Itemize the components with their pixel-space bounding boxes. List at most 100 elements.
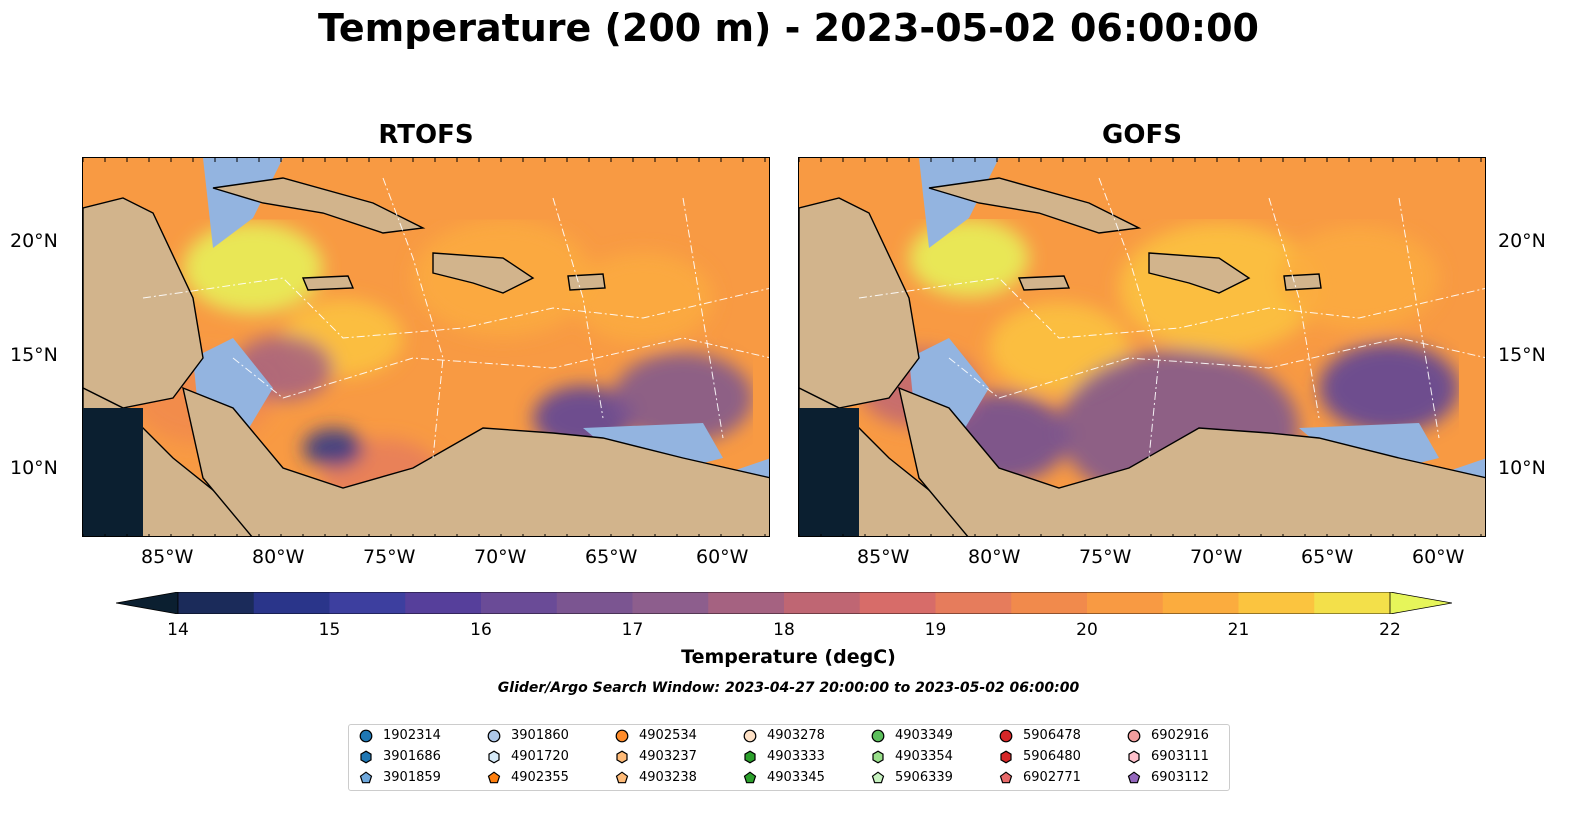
lon-tick-left-4: 65°W [585, 546, 638, 568]
pentagon-marker-icon [487, 771, 501, 784]
rtofs-map [82, 157, 770, 537]
colorbar-segment [784, 592, 861, 614]
colorbar-segment [1238, 592, 1315, 614]
legend-label: 4903349 [895, 728, 953, 743]
panel-title-gofs: GOFS [1102, 120, 1182, 150]
legend-label: 4901720 [511, 749, 569, 764]
pentagon-marker-icon [615, 771, 629, 784]
legend-label: 3901859 [383, 770, 441, 785]
lon-tick-left-0: 85°W [141, 546, 194, 568]
lon-tick-right-0: 85°W [857, 546, 910, 568]
pentagon-marker-icon [871, 771, 885, 784]
panel-title-rtofs: RTOFS [378, 120, 474, 150]
search-window-note: Glider/Argo Search Window: 2023-04-27 20… [497, 680, 1080, 696]
colorbar-segment [405, 592, 482, 614]
colorbar-tick-16: 16 [470, 620, 492, 640]
circle-marker-icon [999, 729, 1013, 743]
land-mass-4 [432, 252, 535, 294]
colorbar-tick-21: 21 [1227, 620, 1250, 640]
colorbar-segment [935, 592, 1012, 614]
lon-tick-left-2: 75°W [363, 546, 416, 568]
pentagon-marker-icon [743, 771, 757, 784]
legend-label: 1902314 [383, 728, 441, 743]
legend-label: 4903278 [767, 728, 825, 743]
lat-tick-left-1: 15°N [10, 344, 58, 366]
lat-tick-right-1: 15°N [1498, 344, 1546, 366]
circle-marker-icon [615, 729, 629, 743]
pentagon-marker-icon [1127, 771, 1141, 784]
lon-tick-right-1: 80°W [968, 546, 1021, 568]
colorbar-segment [253, 592, 330, 614]
hexagon-marker-icon [360, 750, 372, 764]
legend-label: 3901686 [383, 749, 441, 764]
legend-label: 3901860 [511, 728, 569, 743]
figure-title: Temperature (200 m) - 2023-05-02 06:00:0… [317, 6, 1259, 50]
legend-label: 6902771 [1023, 770, 1081, 785]
gofs-map [798, 157, 1486, 537]
lon-tick-right-2: 75°W [1079, 546, 1132, 568]
land-mass-2 [182, 386, 769, 536]
hexagon-marker-icon [1128, 750, 1140, 764]
hexagon-marker-icon [872, 750, 884, 764]
land-mass-3 [212, 177, 426, 234]
legend-label: 4903354 [895, 749, 953, 764]
land-mass-6 [567, 273, 606, 291]
colorbar-segment [1087, 592, 1164, 614]
legend-label: 6903111 [1151, 749, 1209, 764]
colorbar-segment [859, 592, 936, 614]
colorbar-tick-20: 20 [1076, 620, 1098, 640]
land-mass-4 [1148, 252, 1251, 294]
circle-marker-icon [487, 729, 501, 743]
land-mass-5 [1017, 275, 1071, 291]
colorbar-segment [1314, 592, 1391, 614]
colorbar-segment [708, 592, 785, 614]
colorbar-tick-19: 19 [924, 620, 947, 640]
legend-label: 5906478 [1023, 728, 1081, 743]
pentagon-marker-icon [359, 771, 373, 784]
colorbar-segment [632, 592, 709, 614]
colorbar-tick-22: 22 [1379, 620, 1401, 640]
legend-label: 4902355 [511, 770, 569, 785]
hexagon-marker-icon [616, 750, 628, 764]
colorbar-extend-high [1389, 592, 1452, 614]
colorbar-tick-15: 15 [318, 620, 341, 640]
colorbar-tick-18: 18 [773, 620, 795, 640]
hexagon-marker-icon [488, 750, 500, 764]
colorbar-tick-17: 17 [621, 620, 644, 640]
lon-tick-right-4: 65°W [1301, 546, 1354, 568]
hexagon-marker-icon [744, 750, 756, 764]
colorbar-segment [329, 592, 406, 614]
lon-tick-left-3: 70°W [474, 546, 527, 568]
colorbar-extend-low [116, 592, 179, 614]
land-mass-6 [1283, 273, 1322, 291]
legend-label: 4902534 [639, 728, 697, 743]
colorbar-tick-14: 14 [167, 620, 189, 640]
float-legend: 1902314 3901686 3901859 3901860 4901720 49023… [348, 724, 1230, 791]
circle-marker-icon [743, 729, 757, 743]
lon-tick-left-5: 60°W [696, 546, 749, 568]
circle-marker-icon [359, 729, 373, 743]
circle-marker-icon [1127, 729, 1141, 743]
colorbar-title: Temperature (degC) [681, 646, 896, 668]
colorbar-segment [1162, 592, 1239, 614]
colorbar-segment [178, 592, 255, 614]
circle-marker-icon [871, 729, 885, 743]
pentagon-marker-icon [999, 771, 1013, 784]
legend-label: 4903237 [639, 749, 697, 764]
land-mass-5 [301, 275, 355, 291]
legend-label: 5906339 [895, 770, 953, 785]
legend-label: 5906480 [1023, 749, 1081, 764]
colorbar-segment [556, 592, 633, 614]
land-mass-2 [898, 386, 1485, 536]
colorbar-segment [1011, 592, 1088, 614]
temperature-colorbar [116, 592, 1452, 614]
lon-tick-left-1: 80°W [252, 546, 305, 568]
land-mass-3 [928, 177, 1142, 234]
legend-label: 6903112 [1151, 770, 1209, 785]
lat-tick-left-0: 10°N [10, 457, 58, 479]
lat-tick-right-2: 20°N [1498, 230, 1546, 252]
lon-tick-right-5: 60°W [1412, 546, 1465, 568]
hexagon-marker-icon [1000, 750, 1012, 764]
colorbar-segment [481, 592, 558, 614]
legend-label: 4903345 [767, 770, 825, 785]
